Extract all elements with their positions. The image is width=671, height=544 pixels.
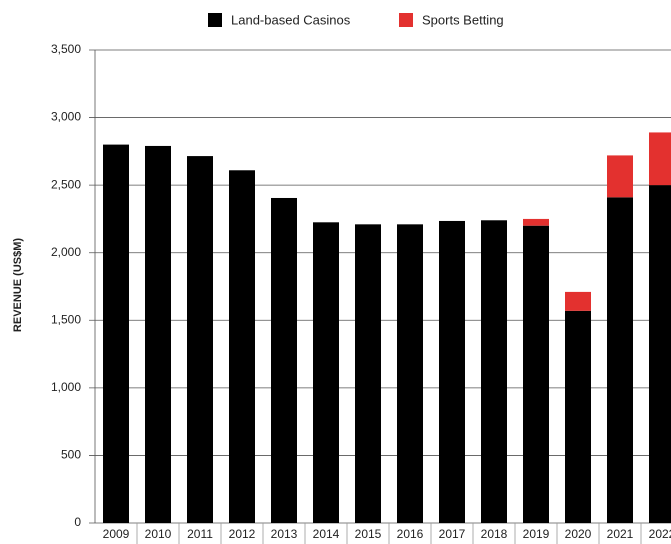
y-tick-label: 0 xyxy=(74,515,81,529)
x-tick-label: 2021 xyxy=(607,527,634,541)
x-tick-label: 2013 xyxy=(271,527,298,541)
x-tick-label: 2014 xyxy=(313,527,340,541)
legend-label: Land-based Casinos xyxy=(231,12,351,27)
x-tick-label: 2009 xyxy=(103,527,130,541)
bar-segment xyxy=(649,132,671,186)
bar-segment xyxy=(397,224,423,523)
bar-segment xyxy=(523,218,549,226)
x-tick-label: 2012 xyxy=(229,527,256,541)
y-tick-label: 3,000 xyxy=(51,110,81,124)
x-tick-label: 2016 xyxy=(397,527,424,541)
x-tick-label: 2015 xyxy=(355,527,382,541)
x-tick-label: 2019 xyxy=(523,527,550,541)
bar-segment xyxy=(439,220,465,523)
bar-segment xyxy=(481,220,507,523)
x-tick-label: 2017 xyxy=(439,527,466,541)
y-tick-label: 3,500 xyxy=(51,42,81,56)
x-tick-label: 2018 xyxy=(481,527,508,541)
y-tick-label: 2,000 xyxy=(51,245,81,259)
bar-segment xyxy=(607,155,633,198)
bar-segment xyxy=(145,145,171,524)
bar-segment xyxy=(355,224,381,523)
y-axis-label: REVENUE (US$M) xyxy=(12,238,24,332)
bar-segment xyxy=(187,156,213,523)
legend-swatch xyxy=(399,13,413,27)
x-tick-label: 2010 xyxy=(145,527,172,541)
bar-segment xyxy=(271,197,297,523)
bar-segment xyxy=(565,291,591,311)
bar-segment xyxy=(607,197,633,523)
legend-swatch xyxy=(208,13,222,27)
y-tick-label: 2,500 xyxy=(51,177,81,191)
y-tick-label: 1,500 xyxy=(51,312,81,326)
y-tick-label: 500 xyxy=(61,448,81,462)
bar-segment xyxy=(229,170,255,523)
bar-segment xyxy=(565,310,591,523)
bar-segment xyxy=(649,185,671,523)
x-tick-label: 2011 xyxy=(187,527,213,541)
bar-segment xyxy=(103,144,129,523)
bar-segment xyxy=(523,225,549,523)
x-tick-label: 2020 xyxy=(565,527,592,541)
legend-label: Sports Betting xyxy=(422,12,504,27)
y-tick-label: 1,000 xyxy=(51,380,81,394)
x-tick-label: 2022 xyxy=(649,527,671,541)
bar-segment xyxy=(313,222,339,524)
